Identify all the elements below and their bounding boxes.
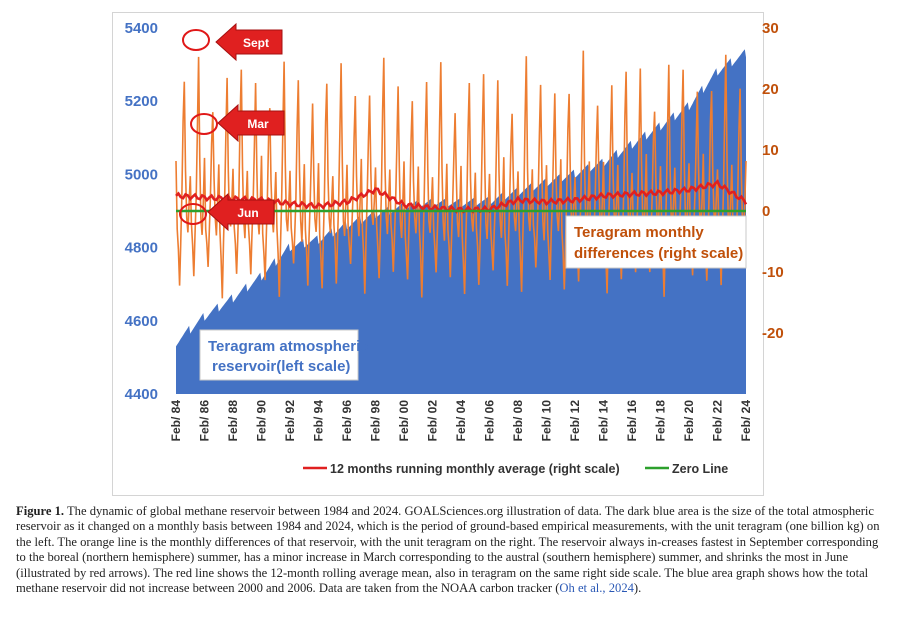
x-tick-label: Feb/ 24	[739, 400, 753, 442]
annotation-arrow	[215, 22, 283, 62]
x-tick-label: Feb/ 84	[169, 400, 183, 442]
annotation-circle	[190, 113, 218, 135]
x-tick-label: Feb/ 16	[625, 400, 639, 442]
legend-label-running-average: 12 months running monthly average (right…	[330, 462, 620, 476]
right-axis-tick-label: -20	[762, 325, 784, 342]
reservoir-callout-line2: reservoir(left scale)	[212, 358, 350, 375]
x-tick-label: Feb/ 04	[454, 400, 468, 442]
right-axis-tick-label: 30	[762, 20, 779, 37]
caption-text: The dynamic of global methane reservoir …	[16, 504, 880, 596]
x-tick-label: Feb/ 98	[369, 400, 383, 442]
reservoir-area	[176, 49, 746, 394]
x-tick-label: Feb/ 14	[597, 400, 611, 442]
annotation-circle	[182, 29, 210, 51]
left-axis-tick-label: 5400	[125, 20, 158, 37]
caption-end: ).	[633, 581, 642, 596]
caption-label: Figure 1.	[16, 504, 65, 518]
left-axis-tick-label: 4600	[125, 313, 158, 330]
x-tick-label: Feb/ 92	[283, 400, 297, 442]
right-axis-tick-label: 0	[762, 203, 770, 220]
x-tick-label: Feb/ 06	[483, 400, 497, 442]
annotation-arrow	[207, 192, 275, 232]
x-tick-label: Feb/ 02	[426, 400, 440, 442]
x-tick-label: Feb/ 08	[511, 400, 525, 442]
right-axis-tick-label: 20	[762, 81, 779, 98]
x-tick-label: Feb/ 12	[568, 400, 582, 442]
left-axis-tick-label: 5000	[125, 166, 158, 183]
x-tick-label: Feb/ 10	[540, 400, 554, 442]
differences-callout-line1: Teragram monthly	[574, 224, 704, 241]
right-axis-tick-label: -10	[762, 264, 784, 281]
differences-callout-box	[565, 215, 747, 269]
differences-callout-line2: differences (right scale)	[574, 245, 743, 262]
x-tick-label: Feb/ 86	[198, 400, 212, 442]
left-axis-tick-label: 5200	[125, 93, 158, 110]
figure-caption: Figure 1. The dynamic of global methane …	[16, 504, 886, 596]
x-tick-label: Feb/ 00	[397, 400, 411, 442]
legend-label-zero-line: Zero Line	[672, 462, 728, 476]
x-tick-label: Feb/ 90	[255, 400, 269, 442]
x-tick-label: Feb/ 88	[226, 400, 240, 442]
x-tick-label: Feb/ 94	[312, 400, 326, 442]
reservoir-callout-line1: Teragram atmospheric	[208, 338, 369, 355]
x-tick-label: Feb/ 20	[682, 400, 696, 442]
annotation-arrow	[217, 103, 285, 143]
annotation-circle	[179, 203, 207, 225]
annotation-arrow-label: Sept	[243, 36, 269, 50]
annotation-arrow-label: Jun	[237, 206, 258, 220]
x-tick-label: Feb/ 22	[711, 400, 725, 442]
reservoir-callout-box	[199, 329, 359, 381]
caption-citation-link[interactable]: Oh et al., 2024	[559, 581, 634, 596]
left-axis-tick-label: 4400	[125, 386, 158, 403]
annotation-arrow-label: Mar	[247, 117, 269, 131]
right-axis-tick-label: 10	[762, 142, 779, 159]
left-axis-tick-label: 4800	[125, 240, 158, 257]
x-tick-label: Feb/ 96	[340, 400, 354, 442]
chart-svg: 4400 4600 4800 5000 5200 5400 -20 -10 0 10 20 30 Feb…	[125, 20, 784, 476]
x-tick-label: Feb/ 18	[654, 400, 668, 442]
